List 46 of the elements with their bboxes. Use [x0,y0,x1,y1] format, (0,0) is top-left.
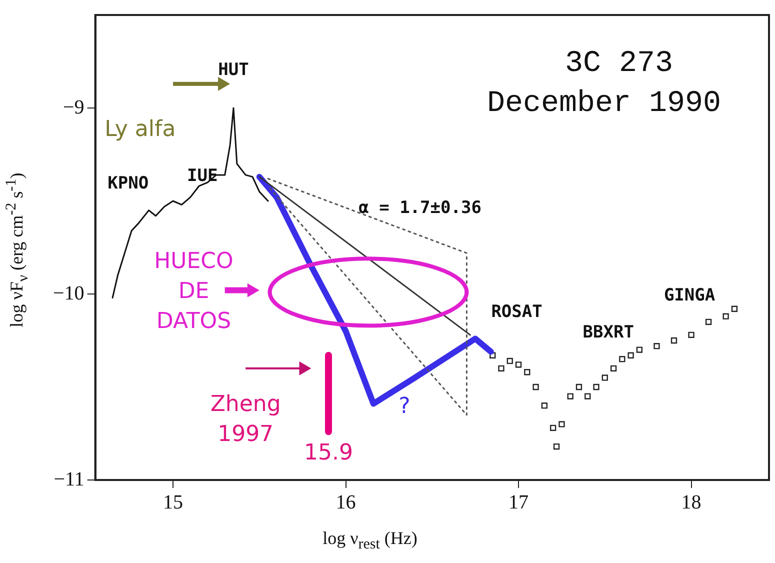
annotation: α = 1.7±0.36 [358,198,482,218]
annotation: HUECO DE DATOS [154,248,234,334]
annotation: BBXRT [582,322,634,342]
x-tick-label: 16 [336,491,356,514]
x-tick-label: 15 [163,491,184,514]
point [541,402,548,409]
annotation: Ly alfa [104,117,176,142]
point [593,384,600,390]
point [670,337,678,344]
annotation: IUE [187,166,218,186]
y-tick-label: −9 [63,96,84,118]
annotation: GINGA [664,285,716,306]
y-tick-label: −10 [53,282,84,304]
annotation: 15.9 [304,440,353,466]
annotation: HUT [218,60,249,80]
point [506,358,513,364]
point [532,384,539,390]
point [688,332,694,338]
point [619,356,626,362]
annotation: ROSAT [491,302,542,322]
point [628,352,634,358]
point [584,393,591,400]
x-axis-title: log ν$_{rest}$ (Hz) [322,528,418,554]
point [654,343,660,350]
point [524,369,530,376]
point [553,443,560,450]
point [705,318,712,325]
point [722,313,729,320]
x-tick-label: 17 [508,491,529,514]
text: December 1990 [486,86,722,121]
point [602,374,608,381]
annotation: KPNO [108,174,149,194]
point [636,346,643,353]
annotation: ? [398,394,410,420]
text: 3C 273 [564,46,674,81]
point [515,362,522,368]
point [498,365,504,372]
point [567,393,574,400]
point [558,421,565,428]
y-tick-label: −11 [54,468,84,490]
x-tick-label: 18 [681,491,702,514]
point [550,424,556,431]
point [576,384,582,390]
annotation: Zheng 1997 [210,392,281,448]
point [731,306,738,312]
point [610,365,617,372]
